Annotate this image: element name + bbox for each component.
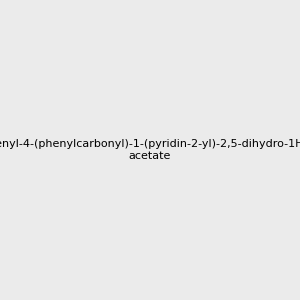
Text: 2-oxo-5-phenyl-4-(phenylcarbonyl)-1-(pyridin-2-yl)-2,5-dihydro-1H-pyrrol-3-yl ac: 2-oxo-5-phenyl-4-(phenylcarbonyl)-1-(pyr… xyxy=(0,139,300,161)
